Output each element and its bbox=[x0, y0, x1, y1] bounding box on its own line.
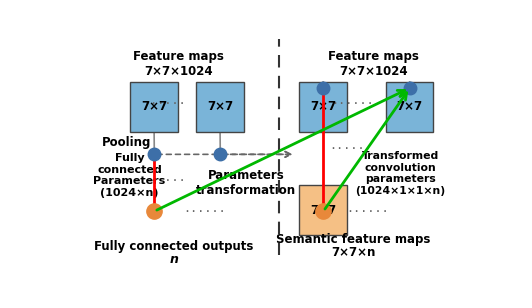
Text: Feature maps
7×7×1024: Feature maps 7×7×1024 bbox=[328, 50, 419, 78]
Text: 7×7: 7×7 bbox=[397, 100, 423, 113]
Text: 7×7: 7×7 bbox=[310, 100, 336, 113]
Text: 7×7: 7×7 bbox=[310, 204, 336, 217]
Text: Feature maps
7×7×1024: Feature maps 7×7×1024 bbox=[133, 50, 224, 78]
FancyBboxPatch shape bbox=[130, 82, 178, 132]
Text: 7×7: 7×7 bbox=[207, 100, 233, 113]
Text: Parameters
transformation: Parameters transformation bbox=[196, 169, 296, 197]
Text: Fully
connected
Parameters
(1024×n): Fully connected Parameters (1024×n) bbox=[93, 153, 165, 198]
Text: ······: ······ bbox=[330, 142, 372, 155]
Text: 7×7: 7×7 bbox=[141, 100, 167, 113]
Text: ······: ······ bbox=[183, 205, 226, 218]
Text: Fully connected outputs: Fully connected outputs bbox=[94, 240, 253, 253]
Text: ······: ······ bbox=[346, 205, 389, 218]
Text: ······: ······ bbox=[143, 97, 186, 110]
FancyBboxPatch shape bbox=[386, 82, 434, 132]
Text: Semantic feature maps: Semantic feature maps bbox=[276, 233, 430, 246]
Text: ······: ······ bbox=[143, 174, 186, 187]
Text: Transformed
convolution
parameters
(1024×1×1×n): Transformed convolution parameters (1024… bbox=[355, 151, 445, 196]
FancyBboxPatch shape bbox=[300, 185, 347, 235]
FancyBboxPatch shape bbox=[300, 82, 347, 132]
Text: n: n bbox=[169, 253, 178, 266]
Text: 7×7×n: 7×7×n bbox=[331, 246, 375, 259]
Text: ······: ······ bbox=[331, 97, 375, 110]
Text: Pooling: Pooling bbox=[102, 136, 151, 149]
FancyBboxPatch shape bbox=[196, 82, 244, 132]
